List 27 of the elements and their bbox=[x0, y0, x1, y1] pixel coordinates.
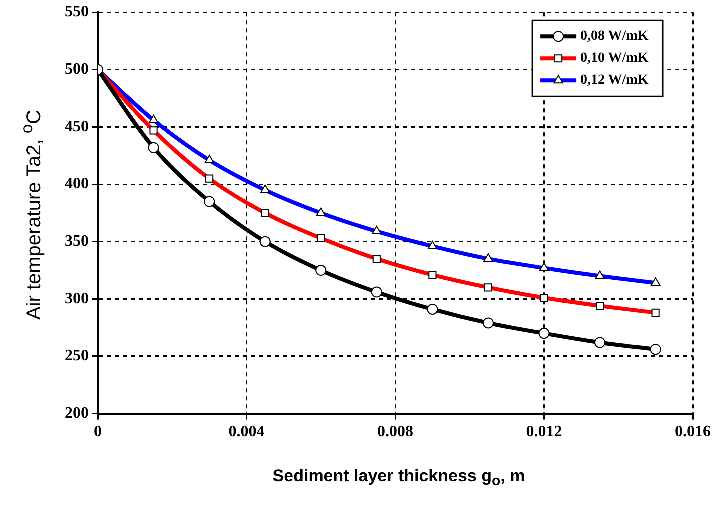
x-tick-label: 0.016 bbox=[675, 424, 711, 441]
x-tick-label: 0.004 bbox=[228, 424, 265, 441]
point bbox=[148, 142, 160, 154]
y-tick-label: 450 bbox=[65, 118, 89, 136]
y-tick-label: 350 bbox=[65, 233, 89, 250]
point bbox=[538, 328, 550, 340]
y-tick-label: 250 bbox=[65, 348, 89, 365]
y-tick-label: 500 bbox=[65, 61, 89, 78]
legend-label: 0,08 W/mK bbox=[580, 29, 649, 44]
point bbox=[594, 337, 606, 348]
point bbox=[260, 236, 271, 248]
x-tick-label: 0.008 bbox=[378, 424, 414, 441]
point bbox=[427, 304, 438, 315]
point bbox=[204, 196, 216, 208]
y-tick-label: 400 bbox=[65, 176, 89, 193]
point bbox=[482, 318, 494, 329]
legend-label: 0,12 W/mK bbox=[580, 73, 649, 88]
y-tick-label: 300 bbox=[65, 290, 89, 308]
point bbox=[371, 286, 382, 298]
point bbox=[650, 344, 662, 356]
x-tick-label: 0.012 bbox=[526, 424, 562, 441]
x-axis-title: Sediment layer thickness g$_{o}$, m bbox=[272, 466, 526, 490]
x-tick-label: 0 bbox=[94, 424, 102, 441]
legend-label: 0,10 W/mK bbox=[580, 51, 649, 66]
y-tick-label: 550 bbox=[65, 4, 89, 21]
point bbox=[316, 265, 327, 276]
y-tick-label: 200 bbox=[65, 404, 89, 422]
